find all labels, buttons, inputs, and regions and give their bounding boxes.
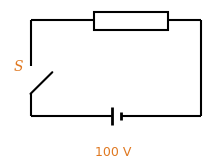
Bar	[94, 12, 168, 30]
Text: S: S	[14, 60, 23, 74]
Text: 100 V: 100 V	[95, 146, 131, 159]
